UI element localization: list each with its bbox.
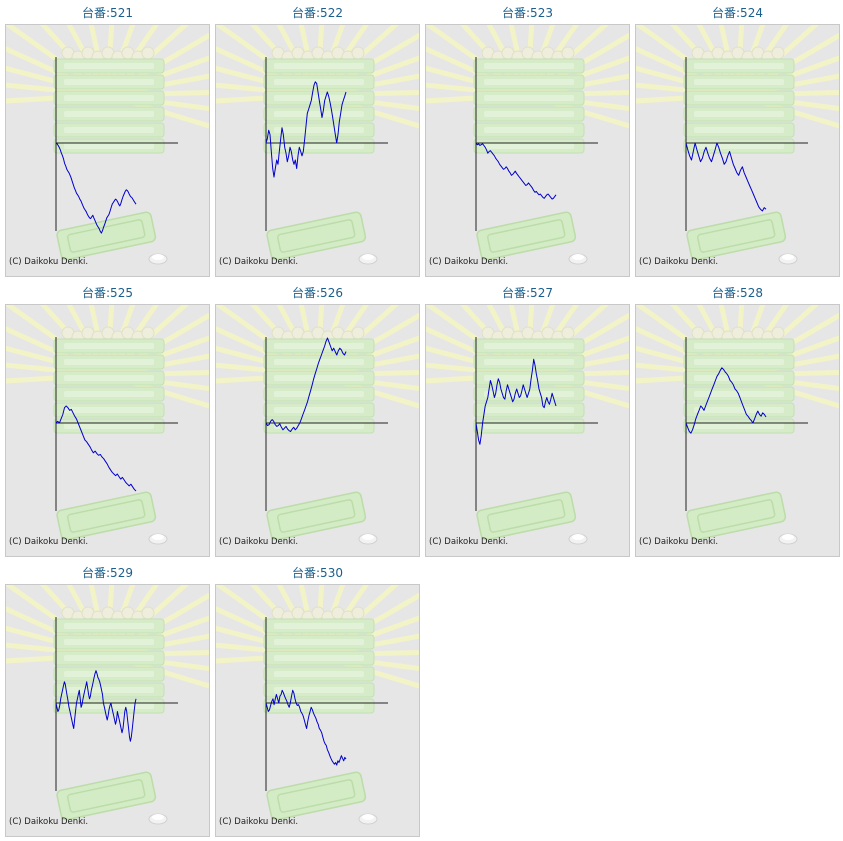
background-illustration <box>426 305 629 545</box>
copyright-text: (C) Daikoku Denki. <box>9 817 89 827</box>
copyright-text: (C) Daikoku Denki. <box>219 257 299 267</box>
chart-title: 台番:523 <box>502 6 553 20</box>
series-line <box>265 81 347 178</box>
chart-svg <box>6 25 209 265</box>
chart-panel: (C) Daikoku Denki. <box>425 24 630 277</box>
copyright-text: (C) Daikoku Denki. <box>429 257 509 267</box>
series-line <box>55 670 137 742</box>
background-illustration <box>426 25 629 265</box>
copyright-text: (C) Daikoku Denki. <box>9 537 89 547</box>
chart-title: 台番:522 <box>292 6 343 20</box>
chart-title: 台番:527 <box>502 286 553 300</box>
copyright-text: (C) Daikoku Denki. <box>219 537 299 547</box>
chart-title: 台番:530 <box>292 566 343 580</box>
chart-svg <box>6 305 209 545</box>
chart-svg <box>426 25 629 265</box>
background-illustration <box>216 25 419 265</box>
chart-title: 台番:526 <box>292 286 343 300</box>
series-line <box>685 142 767 212</box>
copyright-text: (C) Daikoku Denki. <box>639 537 719 547</box>
copyright-text: (C) Daikoku Denki. <box>429 537 509 547</box>
chart-title: 台番:528 <box>712 286 763 300</box>
chart-svg <box>216 305 419 545</box>
chart-svg <box>426 305 629 545</box>
series-line <box>55 405 137 492</box>
chart-panel: (C) Daikoku Denki. <box>5 584 210 837</box>
chart-panel: (C) Daikoku Denki. <box>425 304 630 557</box>
chart-panel: (C) Daikoku Denki. <box>215 584 420 837</box>
series-line <box>55 142 137 234</box>
chart-title: 台番:529 <box>82 566 133 580</box>
chart-panel: (C) Daikoku Denki. <box>215 24 420 277</box>
background-illustration <box>6 585 209 825</box>
chart-svg <box>636 305 839 545</box>
background-illustration <box>6 305 209 545</box>
background-illustration <box>216 585 419 825</box>
chart-panel: (C) Daikoku Denki. <box>635 24 840 277</box>
chart-panel: (C) Daikoku Denki. <box>635 304 840 557</box>
chart-panel: (C) Daikoku Denki. <box>5 24 210 277</box>
series-line <box>265 337 347 432</box>
chart-svg <box>636 25 839 265</box>
copyright-text: (C) Daikoku Denki. <box>9 257 89 267</box>
chart-panel: (C) Daikoku Denki. <box>5 304 210 557</box>
chart-title: 台番:521 <box>82 6 133 20</box>
series-line <box>475 142 557 200</box>
background-illustration <box>216 305 419 545</box>
series-line <box>685 367 767 434</box>
chart-panel: (C) Daikoku Denki. <box>215 304 420 557</box>
chart-title: 台番:524 <box>712 6 763 20</box>
chart-title: 台番:525 <box>82 286 133 300</box>
background-illustration <box>6 25 209 265</box>
chart-svg <box>6 585 209 825</box>
background-illustration <box>636 25 839 265</box>
chart-svg <box>216 25 419 265</box>
background-illustration <box>636 305 839 545</box>
series-line <box>475 358 557 445</box>
copyright-text: (C) Daikoku Denki. <box>219 817 299 827</box>
copyright-text: (C) Daikoku Denki. <box>639 257 719 267</box>
chart-svg <box>216 585 419 825</box>
series-line <box>265 689 347 766</box>
